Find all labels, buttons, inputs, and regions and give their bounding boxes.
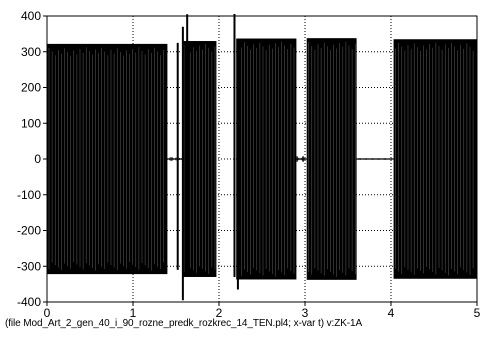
signal-envelope [236,39,296,280]
y-tick-label: 400 [21,9,41,23]
signal-envelope [394,39,477,279]
signal-envelope [47,44,167,274]
x-tick-label: 4 [388,306,395,320]
y-tick-label: -300 [17,259,41,273]
chart-caption: (file Mod_Art_2_gen_40_i_90_rozne_predk_… [5,318,362,329]
y-tick-label: 200 [21,81,41,95]
signal-trace [47,14,477,300]
x-tick-label: 5 [474,306,481,320]
y-axis-ticks: -400 -300 -200 -100 0 100 200 300 400 [17,9,47,309]
y-tick-label: 100 [21,116,41,130]
y-tick-label: -200 [17,224,41,238]
y-tick-label: -100 [17,188,41,202]
y-tick-label: 300 [21,45,41,59]
y-tick-label: 0 [34,152,41,166]
y-tick-label: -400 [17,295,41,309]
signal-transition-ripple [167,157,181,161]
